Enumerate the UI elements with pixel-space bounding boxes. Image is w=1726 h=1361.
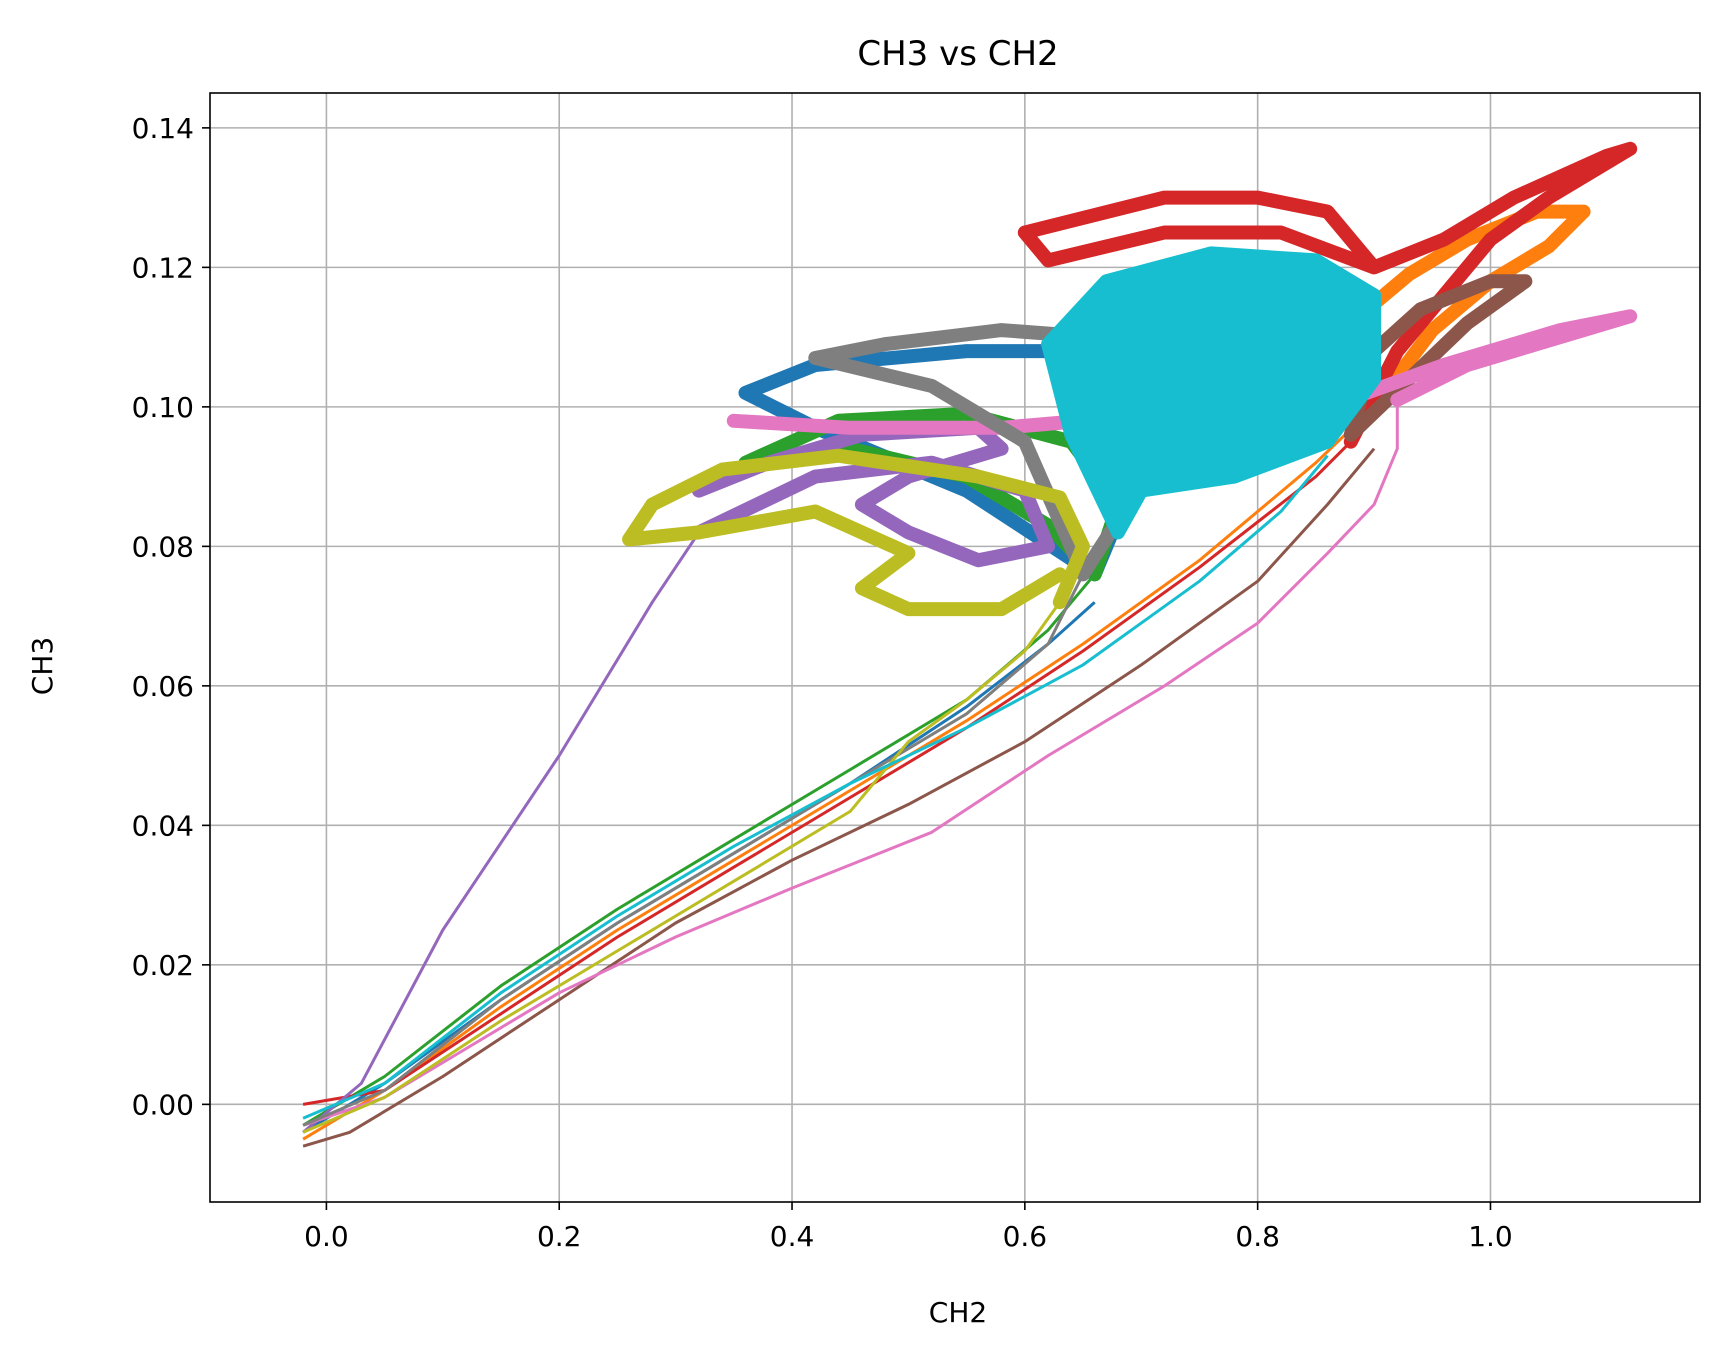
y-axis-label: CH3 <box>26 637 59 695</box>
y-tick-label: 0.10 <box>132 391 194 424</box>
x-tick-label: 1.0 <box>1468 1220 1513 1253</box>
y-tick-label: 0.00 <box>132 1088 194 1121</box>
y-tick-label: 0.08 <box>132 530 194 563</box>
series-line <box>302 454 1329 1120</box>
series-cluster <box>1017 141 1638 449</box>
y-tick-label: 0.12 <box>132 251 194 284</box>
plot-area-frame <box>209 92 1701 1203</box>
y-tick-label: 0.14 <box>132 112 194 145</box>
series-line <box>302 573 1085 1127</box>
x-axis-label: CH2 <box>929 1296 987 1329</box>
series-line <box>302 399 1399 1127</box>
x-tick-label: 0.2 <box>537 1220 582 1253</box>
chart-title: CH3 vs CH2 <box>857 34 1058 74</box>
y-tick-label: 0.04 <box>132 809 194 842</box>
series-line <box>302 601 1062 1134</box>
series-9 <box>302 448 1090 1134</box>
series-line <box>302 440 1352 1106</box>
x-tick-label: 0.0 <box>304 1220 349 1253</box>
x-tick-label: 0.6 <box>1003 1220 1048 1253</box>
series-cluster-fill <box>1043 248 1380 538</box>
x-tick-label: 0.4 <box>770 1220 815 1253</box>
y-tick-label: 0.02 <box>132 949 194 982</box>
series-line <box>302 531 701 1134</box>
series-7 <box>302 309 1638 1127</box>
x-tick-label: 0.8 <box>1235 1220 1280 1253</box>
series-line <box>302 405 1376 1141</box>
series-cluster <box>622 448 1090 617</box>
series-4 <box>302 141 1638 1106</box>
axis-ticks: 0.0 0.2 0.4 0.6 0.8 1.0 0.00 0.02 0.04 0.06 0.08 0.… <box>132 112 1513 1253</box>
y-tick-label: 0.06 <box>132 670 194 703</box>
series-group <box>302 141 1638 1148</box>
series-cluster <box>726 309 1638 435</box>
series-line <box>302 447 1376 1148</box>
